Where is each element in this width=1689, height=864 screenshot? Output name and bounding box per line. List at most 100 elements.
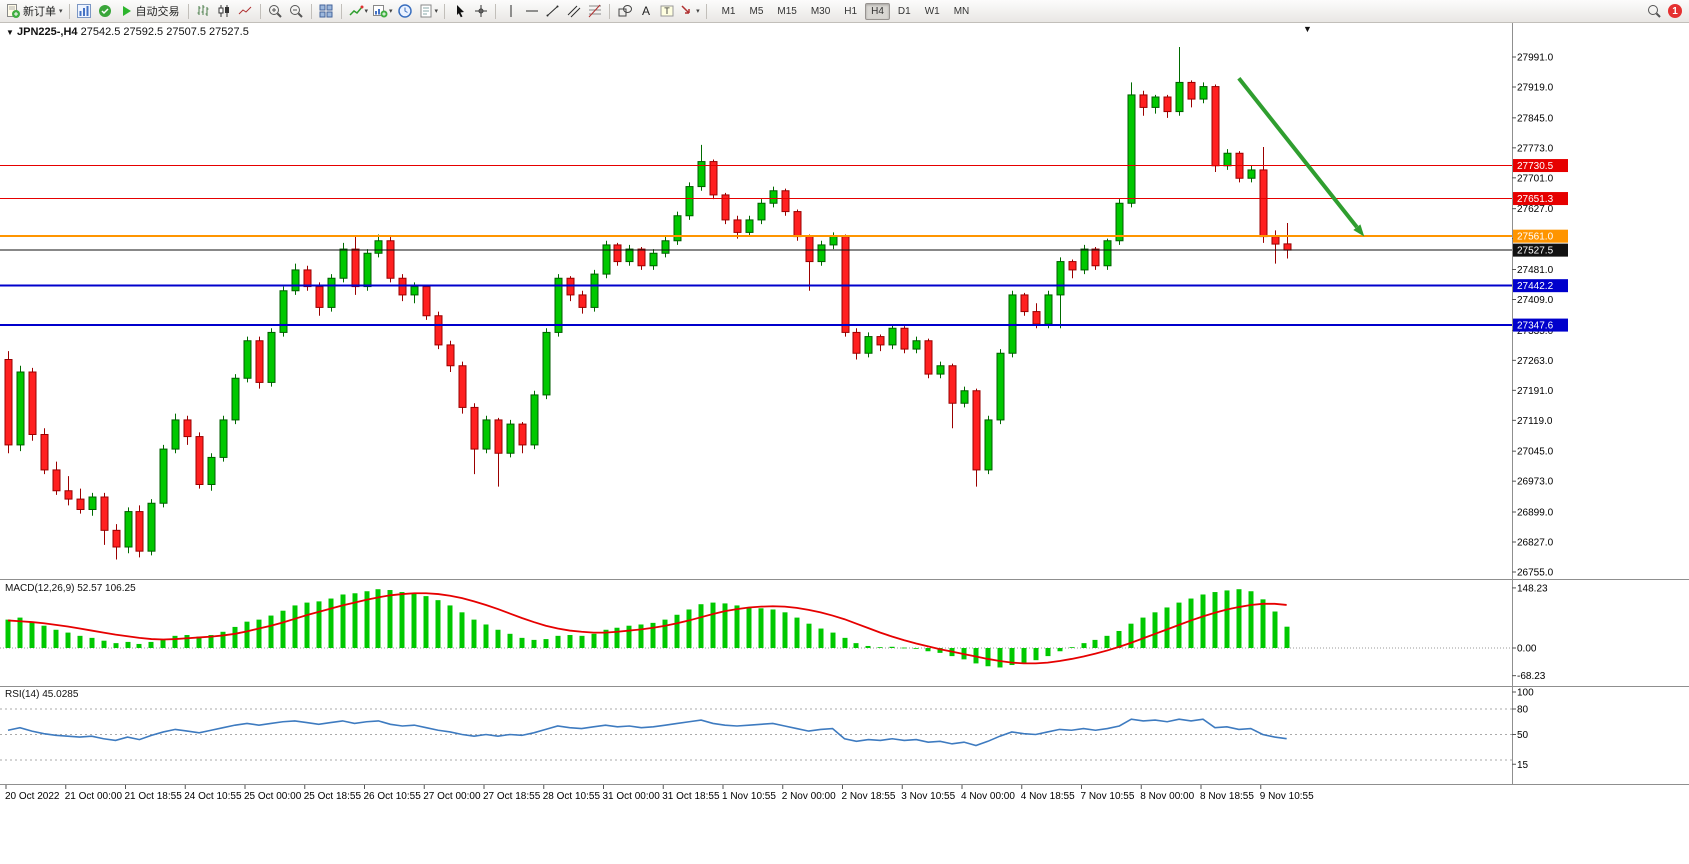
macd-bar xyxy=(148,641,154,648)
time-label: 25 Oct 00:00 xyxy=(244,791,302,802)
trendline-button[interactable] xyxy=(543,2,562,21)
charts-button[interactable] xyxy=(75,2,94,21)
macd-bar xyxy=(399,592,405,648)
candle-up xyxy=(410,286,419,296)
macd-bar xyxy=(77,635,83,648)
one-click-trading-arrow[interactable]: ▼ xyxy=(6,28,14,37)
candle-up xyxy=(888,327,897,346)
timeframe-button-m15[interactable]: M15 xyxy=(777,5,797,17)
candle-down xyxy=(315,286,324,308)
vertical-line-button[interactable] xyxy=(501,2,520,21)
macd-bar xyxy=(614,627,620,648)
macd-bar xyxy=(650,622,656,648)
candle-down xyxy=(841,236,850,333)
horizontal-line-button[interactable] xyxy=(522,2,541,21)
symbol-timeframe-label: JPN225-,H4 xyxy=(16,26,78,38)
candle-up xyxy=(363,252,372,288)
timeframe-button-m30[interactable]: M30 xyxy=(810,5,831,17)
timeframe-button-d1[interactable]: D1 xyxy=(897,5,911,17)
time-label: 8 Nov 18:55 xyxy=(1200,791,1254,802)
macd-bar xyxy=(746,607,752,648)
trend-arrow-head[interactable] xyxy=(1353,224,1365,237)
candle-up xyxy=(996,352,1005,421)
tile-windows-button[interactable] xyxy=(317,2,336,21)
clock-button[interactable] xyxy=(396,2,415,21)
macd-bar xyxy=(352,593,358,648)
fibonacci-button[interactable] xyxy=(585,2,604,21)
macd-bar xyxy=(256,619,262,648)
search-button[interactable] xyxy=(1644,2,1663,21)
zoom-in-button[interactable] xyxy=(266,2,285,21)
new-order-button[interactable]: 新订单 ▾ xyxy=(4,2,64,21)
candle-down xyxy=(458,365,467,408)
candle-up xyxy=(984,419,993,471)
candle-up xyxy=(1044,294,1053,325)
macd-bar xyxy=(889,646,895,648)
new-chart-button[interactable]: ▾ xyxy=(371,2,394,21)
macd-label: MACD(12,26,9) 52.57 106.25 xyxy=(5,583,136,594)
crosshair-button[interactable] xyxy=(471,2,490,21)
macd-bar xyxy=(1152,612,1158,648)
candle-down xyxy=(637,248,646,267)
candle-up xyxy=(817,244,826,263)
time-label: 3 Nov 10:55 xyxy=(901,791,955,802)
cursor-button[interactable] xyxy=(450,2,469,21)
search-icon xyxy=(1647,5,1661,18)
text-label-button[interactable]: T xyxy=(657,2,676,21)
indicators-button[interactable]: ▾ xyxy=(347,2,370,21)
candle-up xyxy=(88,496,97,510)
timeframe-button-h4[interactable]: H4 xyxy=(865,2,890,20)
candle-down xyxy=(924,340,933,375)
macd-bar xyxy=(220,631,226,648)
candle-up xyxy=(339,248,348,279)
macd-bar xyxy=(471,619,477,648)
chart-shift-marker[interactable]: ▼ xyxy=(1303,24,1312,34)
shapes-button[interactable] xyxy=(615,2,634,21)
svg-text:A: A xyxy=(642,4,650,18)
metaeditor-icon xyxy=(99,5,112,17)
auto-trading-button[interactable]: 自动交易 xyxy=(117,2,183,21)
price-tick-label: 26899.0 xyxy=(1517,508,1554,519)
notification-badge[interactable]: 1 xyxy=(1668,4,1682,18)
timeframe-button-m1[interactable]: M1 xyxy=(721,5,736,17)
text-button[interactable]: A xyxy=(636,2,655,21)
zoom-in-icon xyxy=(269,5,282,18)
macd-bar xyxy=(842,637,848,648)
candle-down xyxy=(721,194,730,221)
timeframe-button-h1[interactable]: H1 xyxy=(844,5,858,17)
candle-down xyxy=(100,496,109,531)
macd-bar xyxy=(925,648,931,652)
line-chart-mode-button[interactable] xyxy=(236,2,255,21)
price-line-badge-label: 27527.5 xyxy=(1517,246,1554,257)
timeframe-button-mn[interactable]: MN xyxy=(953,5,970,17)
arrows-icon xyxy=(681,5,690,14)
candle-up xyxy=(291,269,300,292)
arrows-button[interactable]: ▾ xyxy=(678,2,701,21)
vertical-line-icon xyxy=(510,5,512,17)
macd-bar xyxy=(830,632,836,648)
trend-arrow[interactable] xyxy=(1237,77,1359,229)
candle-up xyxy=(1080,248,1089,271)
timeframe-button-m5[interactable]: M5 xyxy=(749,5,764,17)
metaeditor-button[interactable] xyxy=(96,2,115,21)
channel-button[interactable] xyxy=(564,2,583,21)
time-label: 27 Oct 00:00 xyxy=(423,791,481,802)
candle-down xyxy=(948,365,957,404)
time-label: 20 Oct 2022 xyxy=(5,791,60,802)
candle-up xyxy=(1247,169,1256,179)
macd-bar xyxy=(770,609,776,648)
macd-bar xyxy=(184,635,190,648)
timeframe-button-w1[interactable]: W1 xyxy=(924,5,940,17)
macd-bar xyxy=(208,635,214,648)
bar-chart-mode-button[interactable] xyxy=(194,2,213,21)
candlestick-mode-button[interactable] xyxy=(215,2,234,21)
zoom-out-button[interactable] xyxy=(287,2,306,21)
price-line-badge xyxy=(1513,159,1568,173)
candle-up xyxy=(542,331,551,396)
templates-button[interactable]: ▾ xyxy=(417,2,440,21)
candle-down xyxy=(1068,261,1077,271)
macd-bar xyxy=(1224,590,1230,648)
text-icon: A xyxy=(642,4,650,18)
